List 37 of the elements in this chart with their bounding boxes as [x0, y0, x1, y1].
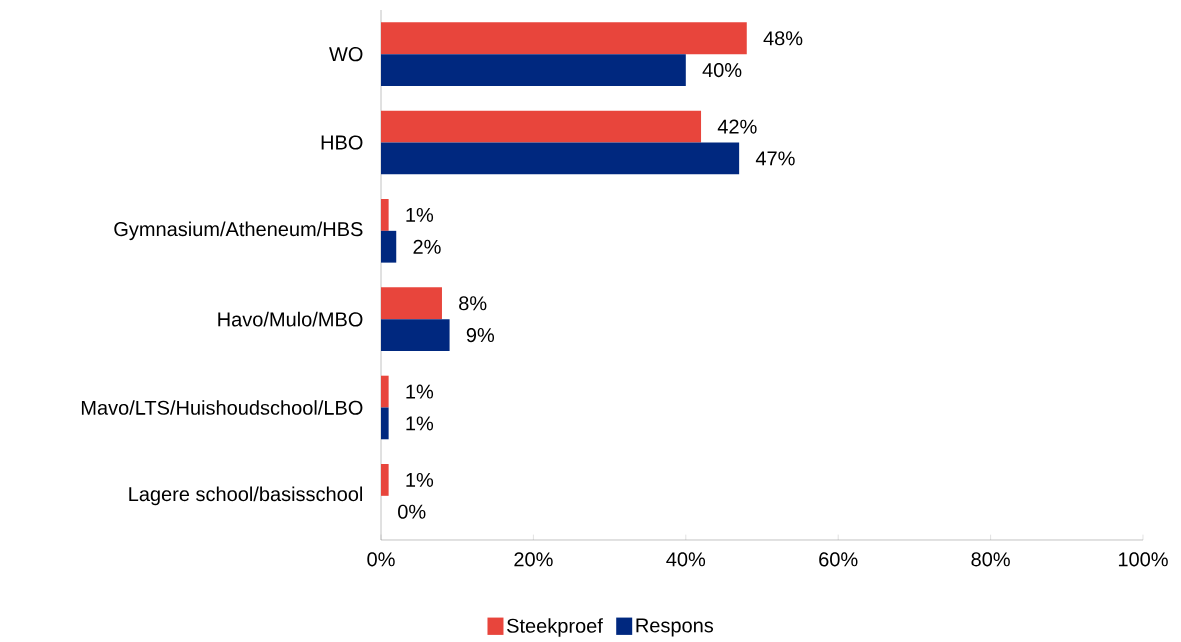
- data-label: 42%: [717, 119, 757, 134]
- bar: [381, 142, 740, 175]
- legend-label: Respons: [636, 618, 714, 637]
- bar: [381, 407, 389, 440]
- y-tick-label: Lagere school/basisschool: [129, 486, 362, 506]
- y-tick-label: Mavo/LTS/Huishoudschool/LBO: [81, 400, 363, 415]
- legend-label: Steekproef: [507, 618, 603, 637]
- y-tick-label: Gymnasium/Atheneum/HBS: [114, 221, 363, 241]
- x-tick-label: 0%: [367, 552, 395, 567]
- data-label: 0%: [398, 504, 426, 519]
- x-tick-label: 60%: [819, 552, 858, 567]
- data-label: 9%: [466, 327, 495, 343]
- x-tick-label: 80%: [971, 552, 1010, 567]
- data-label: 1%: [406, 416, 434, 431]
- y-tick-label: Havo/Mulo/MBO: [218, 311, 363, 327]
- data-label: 1%: [406, 384, 434, 399]
- bar: [381, 319, 450, 351]
- data-label: 40%: [702, 62, 742, 78]
- bar: [381, 375, 389, 408]
- bar: [381, 22, 747, 55]
- y-tick-label: HBO: [321, 135, 363, 150]
- bar: [381, 110, 702, 143]
- data-label: 1%: [406, 207, 434, 222]
- bar: [381, 230, 397, 263]
- bar: [381, 199, 389, 231]
- x-tick-label: 100%: [1118, 552, 1168, 567]
- x-tick-label: 40%: [666, 552, 706, 567]
- bar: [381, 287, 442, 320]
- x-tick-label: 20%: [514, 552, 553, 567]
- data-label: 2%: [413, 239, 441, 254]
- bar: [381, 54, 686, 86]
- data-label: 8%: [459, 296, 487, 311]
- data-label: 47%: [755, 151, 795, 166]
- y-tick-label: WO: [329, 47, 363, 62]
- data-label: 1%: [406, 472, 434, 487]
- bar: [381, 464, 389, 496]
- data-label: 48%: [763, 31, 803, 46]
